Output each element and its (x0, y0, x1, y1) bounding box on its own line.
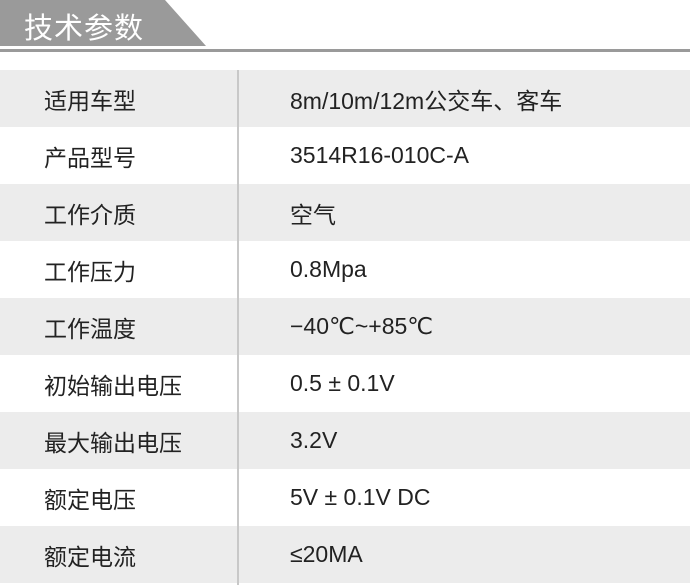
spec-value: 8m/10m/12m公交车、客车 (290, 87, 563, 114)
spec-label: 工作压力 (44, 258, 136, 285)
spec-label: 额定电流 (44, 543, 136, 570)
table-row: 适用车型 8m/10m/12m公交车、客车 (0, 70, 690, 127)
spec-label: 最大输出电压 (44, 429, 182, 456)
table-row: 额定电压 5V ± 0.1V DC (0, 469, 690, 526)
spec-label: 额定电压 (44, 486, 136, 513)
column-divider (237, 70, 239, 585)
spec-value: ≤20MA (290, 541, 363, 567)
spec-label: 适用车型 (44, 87, 136, 114)
table-row: 额定电流 ≤20MA (0, 526, 690, 583)
header-divider (0, 49, 690, 52)
table-row: 工作温度 −40℃~+85℃ (0, 298, 690, 355)
spec-table: 适用车型 8m/10m/12m公交车、客车 产品型号 3514R16-010C-A … (0, 70, 690, 583)
spec-label: 产品型号 (44, 144, 136, 171)
table-row: 初始输出电压 0.5 ± 0.1V (0, 355, 690, 412)
section-title: 技术参数 (24, 13, 145, 45)
spec-value: 5V ± 0.1V DC (290, 484, 431, 510)
table-row: 工作压力 0.8Mpa (0, 241, 690, 298)
spec-value: 3514R16-010C-A (290, 142, 470, 168)
table-row: 产品型号 3514R16-010C-A (0, 127, 690, 184)
spec-value: 0.8Mpa (290, 256, 367, 282)
spec-label: 工作温度 (44, 315, 136, 342)
spec-label: 工作介质 (44, 201, 136, 228)
spec-value: −40℃~+85℃ (290, 313, 434, 339)
section-header-tab (0, 0, 206, 46)
spec-value: 0.5 ± 0.1V (290, 370, 395, 396)
spec-value: 空气 (290, 201, 336, 228)
spec-label: 初始输出电压 (44, 372, 182, 399)
spec-value: 3.2V (290, 427, 338, 453)
table-row: 最大输出电压 3.2V (0, 412, 690, 469)
table-row: 工作介质 空气 (0, 184, 690, 241)
